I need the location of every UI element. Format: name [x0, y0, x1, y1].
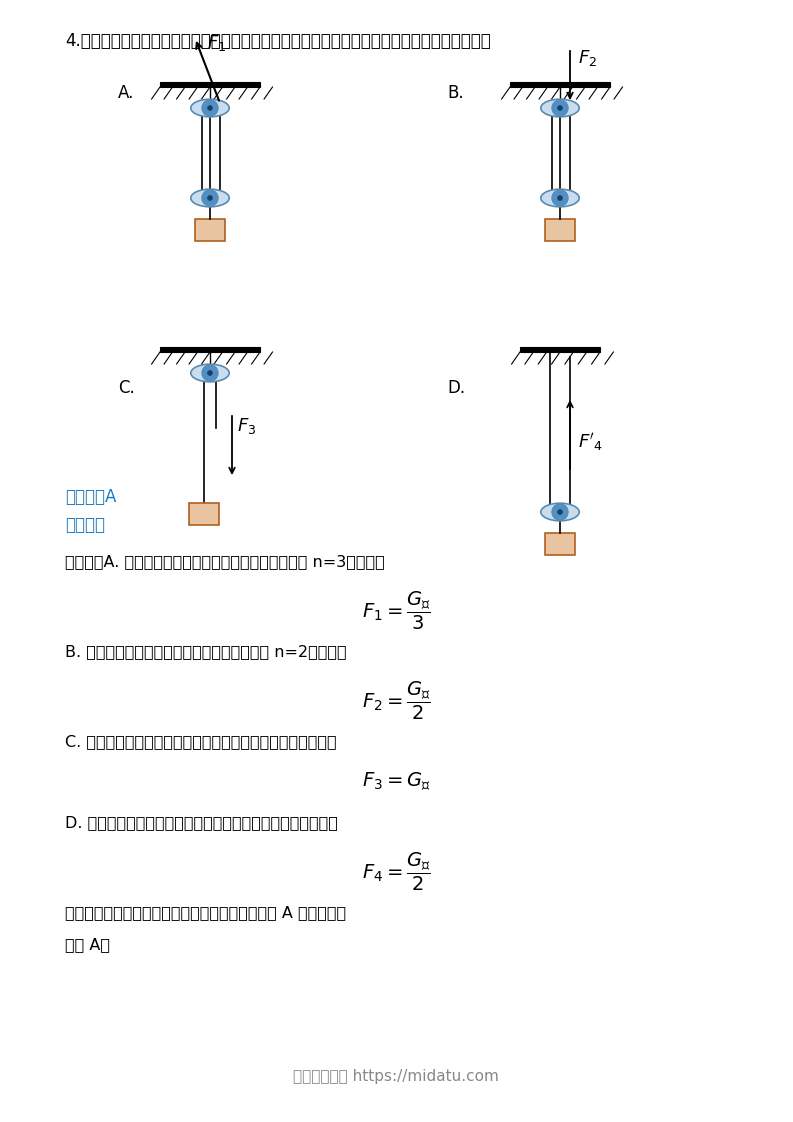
Text: B. 不计滑轮重、绳重和摩擦，承重绳子的段数 n=2，则拉力: B. 不计滑轮重、绳重和摩擦，承重绳子的段数 n=2，则拉力 [65, 644, 347, 659]
Bar [160, 82, 260, 88]
Text: $F_2=\dfrac{G_{\mathrm{物}}}{2}$: $F_2=\dfrac{G_{\mathrm{物}}}{2}$ [362, 680, 431, 723]
Ellipse shape [541, 503, 579, 521]
Text: 【详解】A. 不计滑轮重、绳重和摩擦，承重绳子的段数 n=3，则拉力: 【详解】A. 不计滑轮重、绳重和摩擦，承重绳子的段数 n=3，则拉力 [65, 554, 385, 569]
Circle shape [557, 195, 562, 201]
Bar [545, 533, 575, 555]
Ellipse shape [541, 190, 579, 206]
Text: $F_1=\dfrac{G_{\mathrm{物}}}{3}$: $F_1=\dfrac{G_{\mathrm{物}}}{3}$ [362, 590, 431, 632]
Text: C. 定滑轮相当于等臂杠杆，不计滑轮重、绳重和摩擦，则拉力: C. 定滑轮相当于等臂杠杆，不计滑轮重、绳重和摩擦，则拉力 [65, 734, 336, 749]
Text: 米大兔试卷网 https://midatu.com: 米大兔试卷网 https://midatu.com [293, 1069, 499, 1085]
Circle shape [202, 365, 218, 381]
Circle shape [557, 509, 562, 514]
Text: 【答案】A: 【答案】A [65, 488, 117, 506]
Text: 【解析】: 【解析】 [65, 516, 105, 534]
Circle shape [208, 105, 213, 110]
Bar [520, 347, 600, 352]
Circle shape [208, 370, 213, 376]
Text: $F_3$: $F_3$ [237, 416, 256, 436]
Text: 4.　分别使用图中四种装置匀速提升同一重物，不计滑轮重、绳重和摩擦，最省力的是（　　）: 4. 分别使用图中四种装置匀速提升同一重物，不计滑轮重、绳重和摩擦，最省力的是（… [65, 33, 491, 50]
Bar [195, 219, 225, 241]
Bar [545, 219, 575, 241]
Bar [189, 503, 219, 525]
Text: $F_3=G_{\mathrm{物}}$: $F_3=G_{\mathrm{物}}$ [362, 771, 431, 793]
Circle shape [552, 100, 568, 116]
Circle shape [552, 190, 568, 206]
Text: $F'_4$: $F'_4$ [578, 431, 603, 452]
Text: C.: C. [118, 379, 135, 397]
Ellipse shape [541, 99, 579, 117]
Circle shape [208, 195, 213, 201]
Text: $F_2$: $F_2$ [578, 48, 597, 68]
Ellipse shape [191, 365, 229, 381]
Text: 综上，四种装置匀速提升同一重物，则最省力的是 A 中的装置。: 综上，四种装置匀速提升同一重物，则最省力的是 A 中的装置。 [65, 905, 346, 920]
Text: B.: B. [447, 84, 464, 102]
Text: D. 动滑轮相当于省力杠杆，不计滑轮重、绳重和摩擦，则拉力: D. 动滑轮相当于省力杠杆，不计滑轮重、绳重和摩擦，则拉力 [65, 815, 338, 830]
Circle shape [552, 504, 568, 519]
Text: D.: D. [447, 379, 465, 397]
Circle shape [202, 190, 218, 206]
Bar [160, 347, 260, 352]
Circle shape [557, 105, 562, 110]
Text: $F_1$: $F_1$ [207, 33, 226, 53]
Ellipse shape [191, 99, 229, 117]
Ellipse shape [191, 190, 229, 206]
Text: 故选 A。: 故选 A。 [65, 937, 110, 951]
Text: $F_4=\dfrac{G_{\mathrm{物}}}{2}$: $F_4=\dfrac{G_{\mathrm{物}}}{2}$ [362, 850, 431, 893]
Bar [510, 82, 610, 88]
Circle shape [202, 100, 218, 116]
Text: A.: A. [118, 84, 134, 102]
